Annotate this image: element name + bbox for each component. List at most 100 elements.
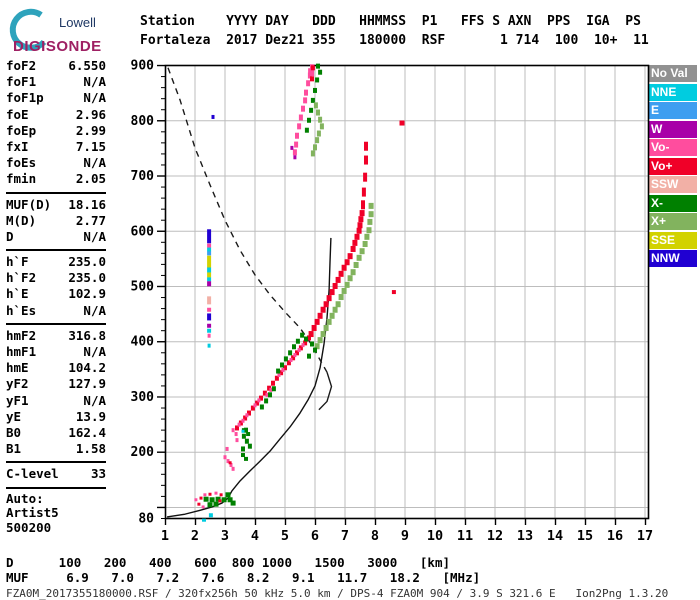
echo-point	[197, 502, 201, 506]
echo-point	[307, 335, 311, 341]
echo-point	[234, 432, 238, 437]
echo-point	[226, 459, 230, 464]
param-row: M(D) 2.77	[6, 213, 106, 229]
param-row: foE 2.96	[6, 107, 106, 123]
echo-point	[281, 367, 285, 372]
echo-point	[329, 289, 335, 296]
echo-point	[259, 404, 264, 410]
echo-point	[276, 368, 281, 374]
echo-point	[253, 403, 257, 408]
legend-item-x-: X-	[648, 194, 697, 212]
series-stray-echoes	[391, 120, 405, 295]
echo-point	[247, 410, 251, 416]
x-axis-label: 1	[161, 528, 169, 544]
echo-point	[358, 216, 364, 223]
param-label: MUF(D)	[6, 196, 52, 212]
echo-point	[304, 127, 309, 133]
param-value: N/A	[83, 155, 106, 171]
echo-point	[238, 420, 243, 426]
echo-point	[332, 282, 338, 289]
echo-point	[271, 380, 275, 386]
echo-point	[308, 331, 314, 338]
echo-point	[207, 296, 212, 305]
echo-point	[314, 343, 320, 350]
echo-point	[361, 187, 366, 197]
echo-point	[207, 247, 212, 252]
param-label: B0	[6, 424, 22, 440]
echo-point	[207, 277, 212, 282]
param-note: 500200	[6, 519, 52, 535]
param-value: N/A	[83, 90, 106, 106]
echo-point	[304, 336, 308, 342]
echo-point	[303, 340, 308, 346]
echo-point	[364, 141, 368, 151]
echo-point	[269, 387, 273, 392]
echo-point	[201, 505, 205, 509]
echo-point	[323, 324, 329, 331]
param-value: 33	[90, 466, 106, 482]
param-row: D N/A	[6, 229, 106, 245]
param-label: fxI	[6, 138, 29, 154]
series-transmission-curve-end	[318, 371, 333, 411]
echo-point	[241, 453, 245, 458]
param-value: N/A	[83, 344, 106, 359]
param-label: foE	[6, 106, 29, 122]
series-f-trace-o-lower	[235, 335, 311, 431]
param-row: foF1p N/A	[6, 90, 106, 106]
echo-point	[356, 227, 362, 234]
echo-point	[241, 446, 245, 452]
series-e-region-x	[203, 492, 236, 508]
y-axis-label: 900	[131, 59, 155, 74]
echo-point	[207, 307, 212, 312]
param-label: M(D)	[6, 212, 37, 228]
echo-point	[237, 422, 241, 427]
echo-point	[366, 227, 372, 234]
param-label: h`E	[6, 286, 29, 302]
echo-point	[313, 347, 317, 353]
echo-point	[303, 97, 308, 104]
echo-point	[207, 333, 211, 338]
param-label: h`F	[6, 254, 29, 270]
echo-point	[295, 132, 299, 139]
legend-item-nne: NNE	[648, 83, 697, 101]
plot-frame	[164, 64, 650, 520]
echo-point	[311, 324, 317, 331]
echo-point	[319, 123, 324, 130]
param-label: h`F2	[6, 270, 37, 286]
param-label: hmF2	[6, 327, 37, 343]
param-label: foF1	[6, 74, 37, 90]
echo-point	[294, 141, 299, 148]
echo-point	[367, 218, 373, 225]
series-true-height-profile	[166, 237, 332, 518]
echo-point	[307, 353, 311, 359]
param-row: foEs N/A	[6, 155, 106, 171]
echo-point	[244, 427, 248, 433]
echo-point	[317, 312, 323, 319]
echo-point	[279, 370, 284, 376]
echo-point	[219, 493, 223, 497]
legend-item-e: E	[648, 102, 697, 119]
echo-point	[293, 155, 297, 160]
param-label: yF2	[6, 376, 29, 392]
echo-point	[310, 65, 315, 71]
x-axis-label: 3	[221, 528, 229, 544]
series-second-hop-x-light	[310, 102, 324, 157]
param-value: 2.05	[75, 171, 106, 187]
param-row: foEp 2.99	[6, 123, 106, 139]
param-value: 2.99	[75, 122, 106, 138]
echo-point	[228, 461, 232, 465]
echo-point	[318, 69, 323, 75]
echo-point	[352, 239, 358, 246]
echo-point	[313, 102, 318, 109]
param-note: Auto:	[6, 490, 44, 506]
echo-point	[230, 500, 236, 506]
series-second-hop-x-green	[304, 63, 323, 133]
series-f-trace-o-pink	[237, 343, 305, 427]
echo-point	[231, 428, 235, 433]
echo-point	[344, 259, 350, 266]
echo-point	[326, 318, 332, 325]
param-label: hmF1	[6, 344, 37, 359]
param-label: yE	[6, 408, 22, 424]
echo-point	[301, 105, 305, 112]
param-label: C-level	[6, 466, 59, 482]
